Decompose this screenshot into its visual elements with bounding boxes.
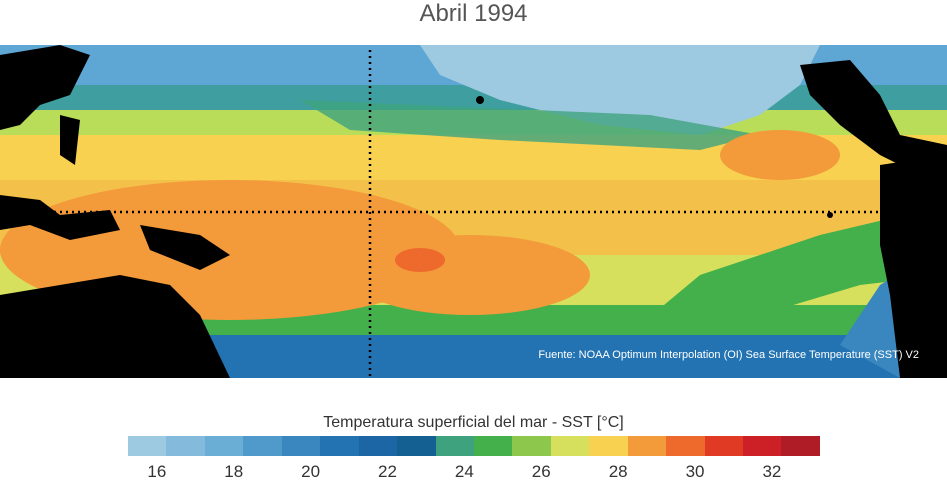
colorbar-segment	[704, 436, 743, 456]
sst-hot-spot	[395, 248, 445, 272]
colorbar-segment	[320, 436, 359, 456]
colorbar-segment	[512, 436, 551, 456]
land-asia	[0, 45, 90, 130]
land-new-guinea	[140, 225, 230, 270]
land-indonesia	[0, 195, 120, 240]
colorbar-tick-label: 20	[301, 462, 321, 481]
sst-warm-pool-central	[350, 235, 590, 315]
sst-map	[0, 45, 947, 378]
sst-north-warm-pool	[720, 130, 840, 180]
colorbar-tick-label: 30	[685, 462, 705, 481]
sst-northeast-cold-pool	[420, 45, 820, 135]
colorbar-tick-label: 18	[224, 462, 244, 481]
colorbar-segment	[435, 436, 474, 456]
colorbar-segment	[281, 436, 321, 456]
colorbar-segment	[128, 436, 167, 456]
map-title: Abril 1994	[419, 0, 528, 27]
colorbar-segment	[781, 436, 820, 456]
colorbar-segment	[397, 436, 436, 456]
colorbar-segment	[166, 436, 205, 456]
colorbar-segment	[204, 436, 244, 456]
colorbar-tick-label: 16	[147, 462, 167, 481]
colorbar-segment	[627, 436, 667, 456]
colorbar-tick-label: 22	[378, 462, 397, 481]
colorbar-segment	[550, 436, 590, 456]
colorbar-tick-label: 28	[608, 462, 628, 481]
colorbar-segment	[473, 436, 513, 456]
land-australia	[0, 275, 230, 378]
colorbar-segment	[743, 436, 782, 456]
sst-east-cold-tongue	[640, 205, 947, 325]
land-galapagos	[827, 212, 833, 218]
colorbar-segment	[666, 436, 705, 456]
colorbar-segment	[243, 436, 282, 456]
sst-north-cool-tongue	[300, 100, 760, 150]
colorbar	[128, 436, 820, 456]
colorbar-segment	[589, 436, 628, 456]
data-source-credit: Fuente: NOAA Optimum Interpolation (OI) …	[538, 349, 919, 361]
land-hawaii	[476, 96, 484, 104]
land-south-america	[880, 155, 947, 378]
colorbar-segment	[358, 436, 398, 456]
colorbar-tick-label: 24	[454, 462, 474, 481]
land-central-america	[800, 60, 947, 185]
colorbar-tick-label: 26	[531, 462, 551, 481]
land-philippines	[60, 115, 80, 165]
colorbar-tick-label: 32	[762, 462, 782, 481]
colorbar-title: Temperatura superficial del mar - SST [°…	[323, 414, 624, 431]
